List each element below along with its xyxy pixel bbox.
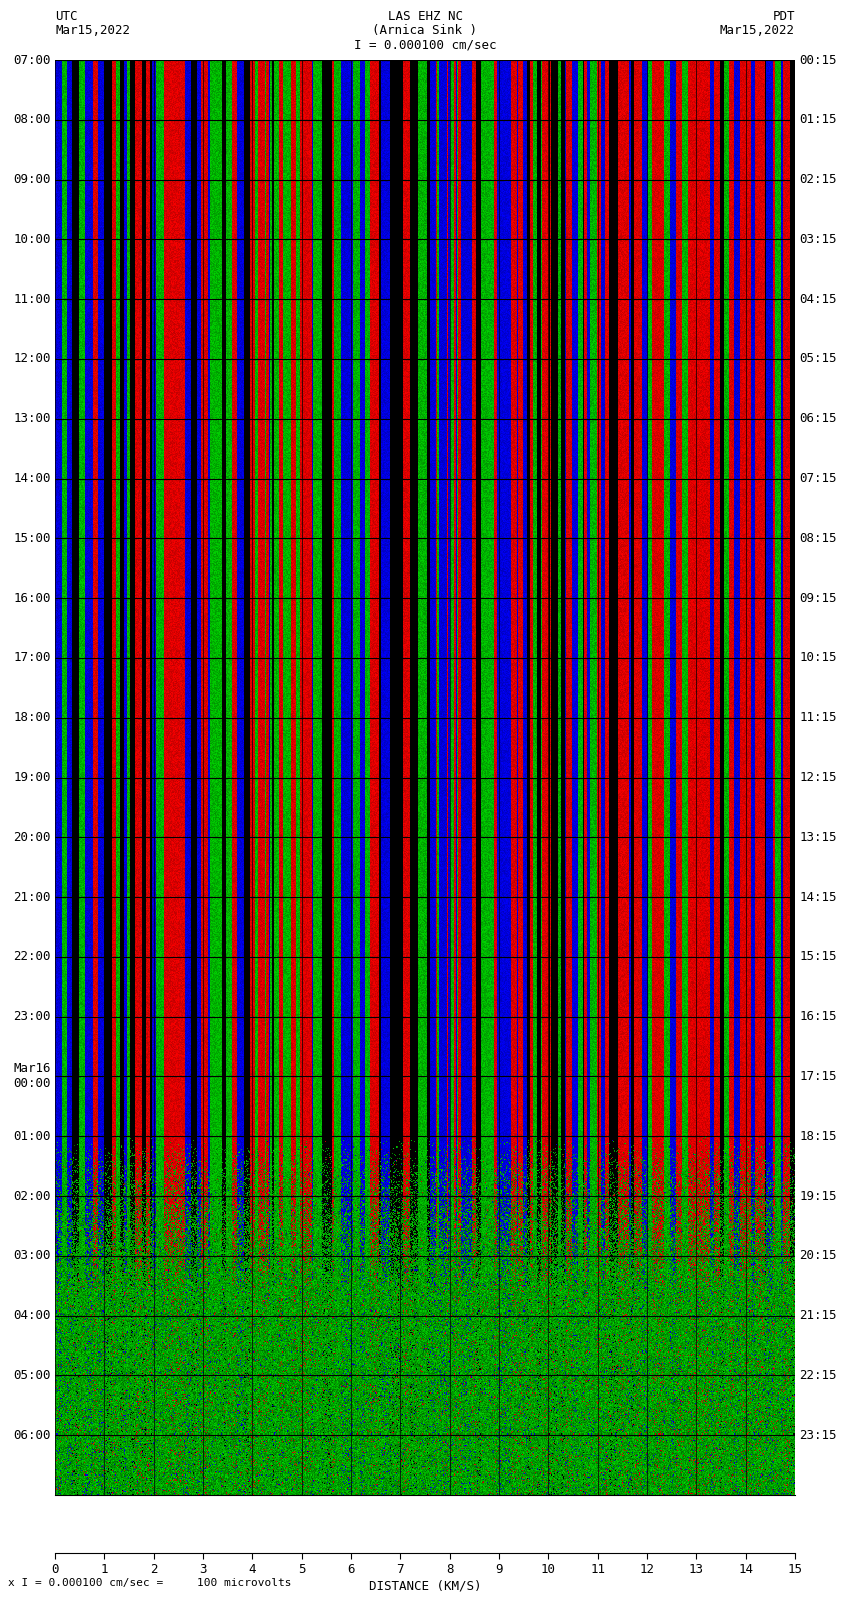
Text: 04:00: 04:00 bbox=[14, 1310, 51, 1323]
Text: 11:15: 11:15 bbox=[799, 711, 836, 724]
Text: Mar15,2022: Mar15,2022 bbox=[720, 24, 795, 37]
Text: 09:15: 09:15 bbox=[799, 592, 836, 605]
Text: 08:00: 08:00 bbox=[14, 113, 51, 126]
Text: I = 0.000100 cm/sec: I = 0.000100 cm/sec bbox=[354, 39, 496, 52]
Text: 23:00: 23:00 bbox=[14, 1010, 51, 1023]
Text: 05:00: 05:00 bbox=[14, 1369, 51, 1382]
Text: 22:15: 22:15 bbox=[799, 1369, 836, 1382]
Text: 15:15: 15:15 bbox=[799, 950, 836, 963]
Text: 21:15: 21:15 bbox=[799, 1310, 836, 1323]
Text: 22:00: 22:00 bbox=[14, 950, 51, 963]
Text: 02:00: 02:00 bbox=[14, 1189, 51, 1203]
Text: 01:15: 01:15 bbox=[799, 113, 836, 126]
Text: 01:00: 01:00 bbox=[14, 1129, 51, 1142]
Text: Mar15,2022: Mar15,2022 bbox=[55, 24, 130, 37]
Text: 20:15: 20:15 bbox=[799, 1250, 836, 1263]
Text: 07:00: 07:00 bbox=[14, 53, 51, 66]
Text: 13:00: 13:00 bbox=[14, 413, 51, 426]
Text: 06:15: 06:15 bbox=[799, 413, 836, 426]
Text: 06:00: 06:00 bbox=[14, 1429, 51, 1442]
Text: 17:15: 17:15 bbox=[799, 1069, 836, 1082]
Text: (Arnica Sink ): (Arnica Sink ) bbox=[372, 24, 478, 37]
Text: 19:00: 19:00 bbox=[14, 771, 51, 784]
Text: 21:00: 21:00 bbox=[14, 890, 51, 903]
Text: Mar16
00:00: Mar16 00:00 bbox=[14, 1063, 51, 1090]
Text: 02:15: 02:15 bbox=[799, 173, 836, 185]
Text: PDT: PDT bbox=[773, 10, 795, 23]
Text: 03:00: 03:00 bbox=[14, 1250, 51, 1263]
Text: 15:00: 15:00 bbox=[14, 532, 51, 545]
Text: 04:15: 04:15 bbox=[799, 292, 836, 306]
Text: 16:15: 16:15 bbox=[799, 1010, 836, 1023]
Text: 12:15: 12:15 bbox=[799, 771, 836, 784]
Text: 13:15: 13:15 bbox=[799, 831, 836, 844]
Text: 10:00: 10:00 bbox=[14, 232, 51, 245]
Text: 12:00: 12:00 bbox=[14, 353, 51, 366]
Text: LAS EHZ NC: LAS EHZ NC bbox=[388, 10, 462, 23]
Text: 18:00: 18:00 bbox=[14, 711, 51, 724]
Text: 18:15: 18:15 bbox=[799, 1129, 836, 1142]
Text: 14:15: 14:15 bbox=[799, 890, 836, 903]
Text: 09:00: 09:00 bbox=[14, 173, 51, 185]
Text: UTC: UTC bbox=[55, 10, 77, 23]
Text: 19:15: 19:15 bbox=[799, 1189, 836, 1203]
X-axis label: DISTANCE (KM/S): DISTANCE (KM/S) bbox=[369, 1579, 481, 1592]
Text: 16:00: 16:00 bbox=[14, 592, 51, 605]
Text: 00:15: 00:15 bbox=[799, 53, 836, 66]
Text: 23:15: 23:15 bbox=[799, 1429, 836, 1442]
Text: 08:15: 08:15 bbox=[799, 532, 836, 545]
Text: 10:15: 10:15 bbox=[799, 652, 836, 665]
Text: 03:15: 03:15 bbox=[799, 232, 836, 245]
Text: 20:00: 20:00 bbox=[14, 831, 51, 844]
Text: 11:00: 11:00 bbox=[14, 292, 51, 306]
Text: 07:15: 07:15 bbox=[799, 473, 836, 486]
Text: x I = 0.000100 cm/sec =     100 microvolts: x I = 0.000100 cm/sec = 100 microvolts bbox=[8, 1578, 292, 1589]
Text: 05:15: 05:15 bbox=[799, 353, 836, 366]
Text: 14:00: 14:00 bbox=[14, 473, 51, 486]
Text: 17:00: 17:00 bbox=[14, 652, 51, 665]
